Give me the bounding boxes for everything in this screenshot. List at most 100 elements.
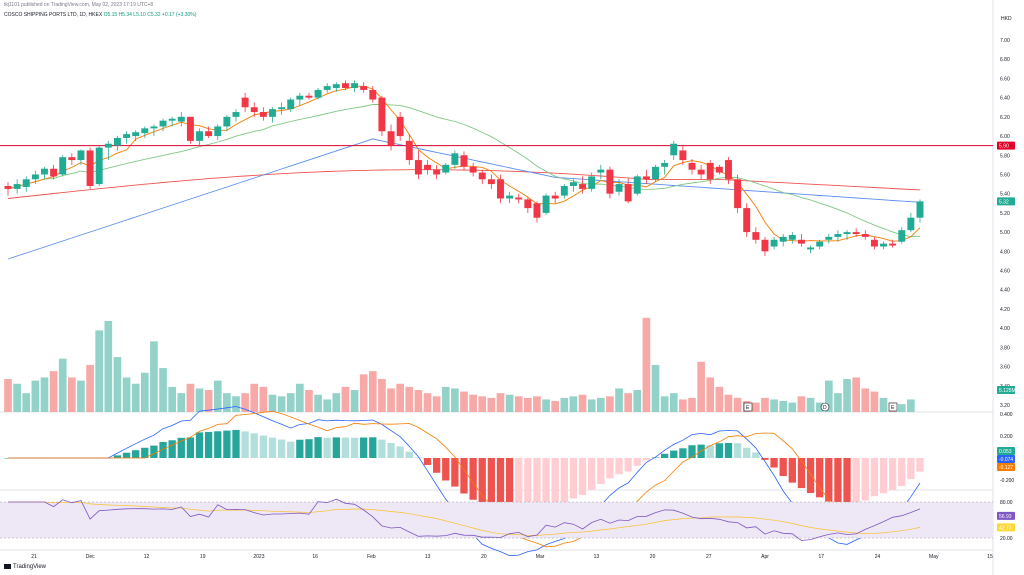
- time-tick: May: [929, 554, 939, 560]
- macd-hist-bar: [615, 458, 623, 475]
- volume-bar: [578, 394, 587, 412]
- symbol-legend: COSCO SHIPPING PORTS LTD, 1D, HKEX O5.15…: [4, 12, 196, 18]
- macd-hist-bar: [533, 458, 541, 509]
- candle-body: [387, 131, 395, 146]
- volume-bar: [688, 397, 696, 412]
- volume-bar: [378, 379, 386, 412]
- volume-bar: [843, 379, 851, 412]
- volume-bar: [514, 396, 523, 412]
- macd-hist-bar: [624, 458, 632, 472]
- price-tick: 4.60: [1000, 269, 1010, 275]
- time-tick: Dec: [86, 554, 95, 560]
- candle-body: [889, 243, 897, 246]
- macd-hist-bar: [314, 437, 322, 458]
- volume-bar: [697, 361, 705, 412]
- macd-hist-bar: [724, 442, 733, 458]
- volume-bar: [815, 402, 824, 412]
- volume-bar: [396, 383, 404, 412]
- volume-bar: [113, 357, 122, 412]
- volume-bar: [505, 394, 514, 412]
- candle-body: [752, 232, 760, 240]
- volume-bar: [806, 397, 815, 412]
- macd-hist-bar: [195, 432, 204, 458]
- time-tick: Mar: [536, 554, 545, 560]
- volume-bar: [596, 397, 605, 412]
- candle-body: [378, 97, 386, 132]
- candle-body: [743, 208, 751, 233]
- rsi-ma-badge: 42.73: [999, 525, 1012, 531]
- candle-body: [4, 186, 12, 189]
- candle-body: [606, 169, 614, 194]
- macd-hist-bar: [460, 458, 468, 494]
- volume-bar: [359, 374, 368, 412]
- candle-body: [688, 162, 696, 170]
- macd-hist-bar: [578, 458, 587, 496]
- price-tick: 3.60: [1000, 365, 1010, 371]
- ma-mid-line: [7, 104, 921, 238]
- volume-bar: [606, 396, 614, 412]
- macd-hist-bar: [204, 431, 213, 458]
- rsi-line: [8, 498, 921, 541]
- candle-body: [424, 164, 431, 170]
- time-tick: 21: [31, 554, 37, 560]
- event-marker-label: D: [823, 405, 827, 411]
- macd-hist-bar: [423, 458, 432, 465]
- macd-hist-bar: [888, 458, 897, 491]
- volume-bar: [834, 393, 842, 412]
- candle-body: [624, 184, 632, 202]
- candle-body: [506, 195, 514, 199]
- macd-hist-bar: [879, 458, 888, 494]
- candle-body: [916, 201, 924, 218]
- candle-body: [86, 150, 94, 186]
- macd-hist-bar: [861, 458, 869, 501]
- macd-hist-bar: [542, 458, 550, 506]
- macd-hist-bar: [241, 431, 249, 458]
- rsi-tick: 20.00: [1000, 536, 1013, 542]
- candle-body: [13, 184, 21, 189]
- candle-body: [150, 126, 158, 129]
- volume-bar: [195, 388, 204, 412]
- footer-brand: TradingView: [4, 564, 46, 570]
- candle-body: [460, 155, 468, 167]
- price-tick: 6.00: [1000, 134, 1010, 140]
- candle-body: [22, 179, 30, 187]
- candle-body: [68, 157, 76, 161]
- macd-hist-bar: [788, 458, 796, 483]
- currency-label: HKD: [1001, 16, 1012, 22]
- time-tick: 13: [594, 554, 600, 560]
- candle-body: [770, 239, 778, 247]
- macd-hist-bar: [907, 458, 915, 480]
- volume-bar: [350, 390, 359, 412]
- macd-hist-bar: [660, 453, 669, 458]
- macd-hist-bar: [761, 458, 769, 460]
- macd-hist-bar: [670, 450, 678, 458]
- time-tick: Apr: [761, 554, 769, 560]
- volume-bar: [213, 380, 222, 412]
- macd-hist-bar: [277, 439, 286, 458]
- macd-hist-bar: [560, 458, 568, 502]
- candle-body: [761, 239, 769, 252]
- volume-bar: [77, 380, 85, 412]
- macd-hist-bar: [496, 458, 505, 510]
- candle-body: [177, 116, 185, 122]
- candle-body: [697, 169, 705, 175]
- volume-bar: [432, 396, 441, 412]
- candle-body: [332, 84, 340, 89]
- event-marker: [743, 402, 753, 412]
- macd-hist-bar: [150, 445, 158, 458]
- macd-hist-bar: [350, 437, 359, 458]
- candle-body: [414, 160, 422, 175]
- last-price-badge-bg: [997, 197, 1015, 206]
- candle-body: [661, 162, 669, 167]
- volume-bar: [870, 391, 879, 412]
- volume-bar: [551, 401, 560, 412]
- volume-bar: [186, 383, 195, 412]
- macd-hist-bar: [715, 443, 724, 458]
- candle-body: [141, 128, 149, 134]
- macd-hist-bar: [287, 441, 295, 458]
- volume-bar: [414, 390, 423, 412]
- candle-body: [113, 137, 121, 146]
- ma-long-line: [7, 169, 921, 199]
- candle-body: [642, 176, 650, 180]
